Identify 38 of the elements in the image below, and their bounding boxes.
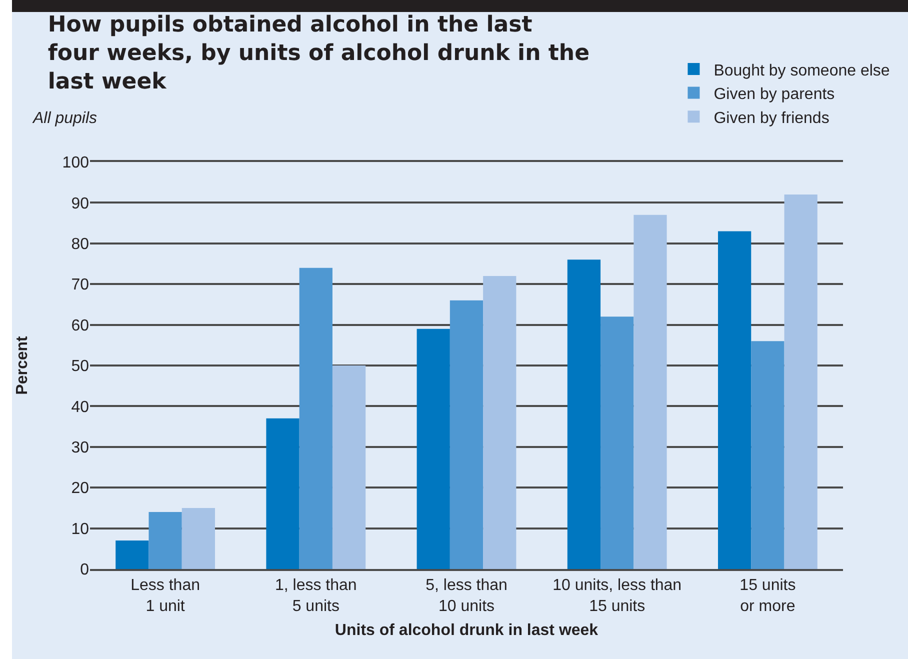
bar <box>567 260 601 569</box>
bar <box>332 366 366 569</box>
bar <box>266 418 300 569</box>
x-tick-label: 10 units, less than 15 units <box>552 576 682 615</box>
chart-subtitle: All pupils <box>32 110 98 127</box>
y-tick-label: 100 <box>62 154 90 172</box>
y-tick-label: 70 <box>71 276 90 294</box>
y-tick-label: 60 <box>71 317 90 334</box>
x-tick-label: 15 units or more <box>740 576 796 615</box>
bar <box>483 276 516 569</box>
y-tick-label: 30 <box>71 440 90 456</box>
x-tick-label: Less than 1 unit <box>130 576 200 615</box>
y-tick-label: 0 <box>80 562 90 579</box>
x-axis-title: Units of alcohol drunk in last week <box>334 622 598 639</box>
y-axis-title: Percent <box>14 335 32 395</box>
y-tick-label: 40 <box>71 398 90 416</box>
y-tick-label: 10 <box>71 520 90 538</box>
bar <box>182 508 215 569</box>
bar <box>718 231 752 569</box>
chart-title: How pupils obtained alcohol in the last four weeks, by units of alcohol drunk in the last week <box>48 12 590 95</box>
x-tick-label: 1, less than 5 units <box>274 576 357 615</box>
legend-label: Given by friends <box>714 110 830 127</box>
bar <box>416 328 450 569</box>
bar <box>116 540 149 569</box>
bar <box>634 214 667 569</box>
legend-label: Given by parents <box>714 86 835 104</box>
bar <box>600 316 634 569</box>
x-tick-label: 5, less than 10 units <box>426 576 508 615</box>
y-tick-label: 50 <box>71 358 90 376</box>
legend-label: Bought by someone else <box>714 62 890 80</box>
bar <box>148 512 182 569</box>
bar <box>450 300 484 569</box>
bar <box>299 268 332 569</box>
y-tick-label: 20 <box>71 480 90 498</box>
y-tick-label: 80 <box>71 236 90 253</box>
bar <box>751 341 784 569</box>
y-tick-label: 90 <box>71 195 90 212</box>
bar <box>784 194 818 569</box>
